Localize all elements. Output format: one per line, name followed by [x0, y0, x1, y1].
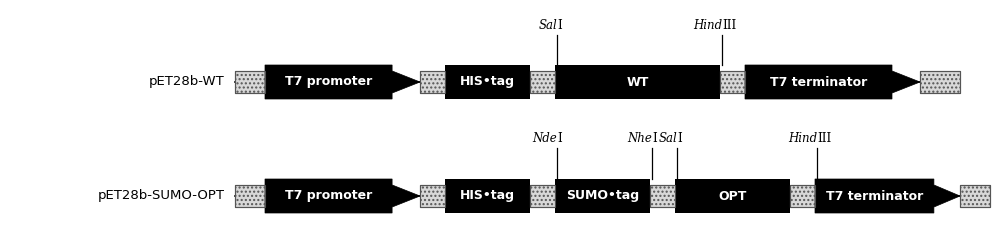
Text: Hind: Hind [788, 132, 817, 145]
Bar [555, 65, 720, 99]
Text: Sal: Sal [538, 19, 557, 32]
Bar [790, 185, 815, 207]
Bar [420, 185, 445, 207]
Text: SUMO•tag: SUMO•tag [566, 189, 639, 203]
Bar [720, 71, 745, 93]
Bar [235, 71, 265, 93]
Bar [960, 185, 990, 207]
Bar [235, 185, 265, 207]
Text: Hind: Hind [693, 19, 722, 32]
Bar [530, 185, 555, 207]
Text: pET28b-SUMO-OPT: pET28b-SUMO-OPT [98, 189, 225, 203]
Text: I: I [677, 132, 682, 145]
Polygon shape [265, 65, 420, 99]
Text: Sal: Sal [658, 132, 677, 145]
Polygon shape [745, 65, 920, 99]
Bar [555, 179, 650, 213]
Bar [445, 179, 530, 213]
Polygon shape [815, 179, 960, 213]
Text: T7 promoter: T7 promoter [285, 189, 372, 203]
Bar [675, 179, 790, 213]
Text: T7 terminator: T7 terminator [770, 75, 867, 89]
Bar [790, 185, 815, 207]
Text: I: I [652, 132, 657, 145]
Text: I: I [557, 19, 562, 32]
Bar [650, 185, 675, 207]
Text: pET28b-WT: pET28b-WT [149, 75, 225, 89]
Text: III: III [817, 132, 831, 145]
Text: HIS•tag: HIS•tag [460, 75, 515, 89]
Text: Nhe: Nhe [627, 132, 652, 145]
Bar [445, 65, 530, 99]
Bar [530, 185, 555, 207]
Text: WT: WT [626, 75, 649, 89]
Bar [960, 185, 990, 207]
Text: OPT: OPT [718, 189, 747, 203]
Text: I: I [557, 132, 562, 145]
Bar [420, 71, 445, 93]
Bar [920, 71, 960, 93]
Text: Nde: Nde [532, 132, 557, 145]
Text: T7 terminator: T7 terminator [826, 189, 923, 203]
Text: T7 promoter: T7 promoter [285, 75, 372, 89]
Text: III: III [722, 19, 736, 32]
Bar [720, 71, 745, 93]
Bar [235, 71, 265, 93]
Bar [920, 71, 960, 93]
Bar [420, 71, 445, 93]
Bar [530, 71, 555, 93]
Bar [650, 185, 675, 207]
Bar [420, 185, 445, 207]
Bar [235, 185, 265, 207]
Polygon shape [265, 179, 420, 213]
Text: HIS•tag: HIS•tag [460, 189, 515, 203]
Bar [530, 71, 555, 93]
